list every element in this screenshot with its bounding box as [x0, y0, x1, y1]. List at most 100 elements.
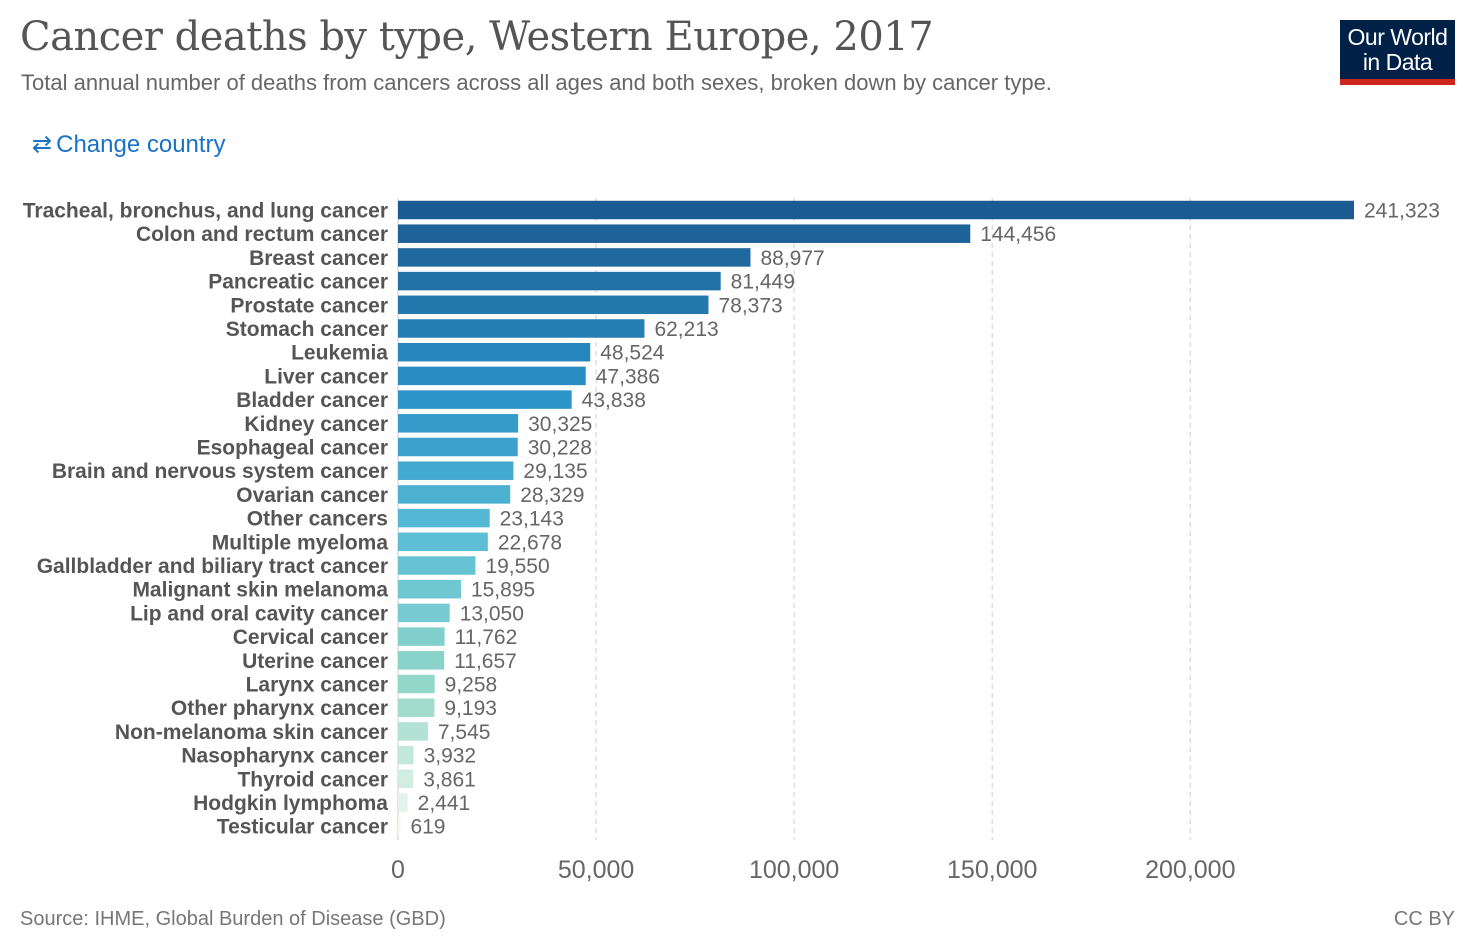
bar[interactable] — [398, 390, 572, 409]
value-label: 9,258 — [445, 674, 498, 697]
bar[interactable] — [398, 532, 488, 552]
x-tick-label: 150,000 — [947, 856, 1037, 884]
bar[interactable] — [398, 271, 721, 291]
value-label: 11,762 — [455, 626, 518, 649]
value-label: 47,386 — [596, 365, 660, 388]
bar[interactable] — [398, 745, 414, 765]
category-label: Multiple myeloma — [212, 531, 389, 554]
category-label: Stomach cancer — [226, 318, 388, 341]
chart-subtitle: Total annual number of deaths from cance… — [21, 70, 1052, 95]
value-label: 22,678 — [498, 531, 562, 554]
value-label: 88,977 — [760, 247, 824, 270]
category-label: Other pharynx cancer — [171, 697, 388, 720]
category-label: Esophageal cancer — [197, 437, 388, 460]
bar[interactable] — [398, 200, 1354, 220]
bar[interactable] — [398, 224, 971, 243]
bar[interactable] — [398, 508, 490, 528]
value-label: 29,135 — [523, 460, 587, 483]
bar[interactable] — [398, 651, 445, 670]
bar[interactable] — [398, 248, 751, 267]
value-label: 15,895 — [471, 579, 535, 602]
category-label: Brain and nervous system cancer — [52, 460, 388, 483]
license-note[interactable]: CC BY — [1393, 908, 1455, 930]
category-label: Cervical cancer — [233, 626, 388, 649]
bar[interactable] — [398, 366, 586, 386]
logo-line-1: Our World — [1347, 24, 1448, 50]
bar[interactable] — [398, 793, 408, 812]
category-label: Pancreatic cancer — [208, 271, 388, 294]
bar[interactable] — [398, 319, 645, 338]
value-label: 19,550 — [485, 555, 549, 578]
swap-arrows-icon: ⇄ — [32, 131, 53, 158]
value-label: 13,050 — [460, 602, 524, 625]
bar[interactable] — [398, 722, 428, 741]
bar[interactable] — [398, 461, 514, 480]
bar[interactable] — [398, 556, 476, 575]
bar[interactable] — [398, 342, 591, 362]
x-axis-ticks: 0 50,000 100,000 150,000 200,000 — [391, 856, 1235, 884]
value-label: 9,193 — [444, 697, 497, 720]
value-label: 241,323 — [1364, 200, 1440, 223]
category-label: Lip and oral cavity cancer — [130, 602, 388, 625]
category-labels: Tracheal, bronchus, and lung cancerColon… — [23, 200, 389, 839]
category-label: Non-melanoma skin cancer — [115, 721, 388, 744]
value-label: 28,329 — [520, 484, 584, 507]
category-label: Gallbladder and biliary tract cancer — [37, 555, 388, 578]
category-label: Uterine cancer — [242, 650, 388, 673]
value-label: 3,932 — [424, 745, 477, 768]
bar[interactable] — [398, 295, 709, 315]
value-label: 11,657 — [454, 650, 517, 673]
category-label: Colon and rectum cancer — [136, 223, 388, 246]
value-label: 3,861 — [423, 768, 476, 791]
category-label: Kidney cancer — [244, 413, 388, 436]
owid-logo[interactable]: Our World in Data — [1340, 20, 1455, 85]
value-label: 78,373 — [718, 294, 782, 317]
x-tick-label: 200,000 — [1145, 856, 1235, 884]
bars — [398, 200, 1354, 836]
bar[interactable] — [398, 579, 461, 599]
category-label: Breast cancer — [249, 247, 388, 270]
logo-line-2: in Data — [1362, 49, 1433, 75]
category-label: Thyroid cancer — [237, 768, 388, 791]
category-label: Testicular cancer — [217, 816, 388, 839]
bar[interactable] — [398, 437, 518, 457]
value-label: 7,545 — [438, 721, 491, 744]
value-label: 48,524 — [600, 342, 665, 365]
value-label: 23,143 — [500, 508, 564, 531]
category-label: Nasopharynx cancer — [181, 745, 388, 768]
bar[interactable] — [398, 816, 401, 836]
bar[interactable] — [398, 603, 450, 623]
bar[interactable] — [398, 674, 435, 694]
category-label: Malignant skin melanoma — [132, 579, 388, 602]
source-note[interactable]: Source: IHME, Global Burden of Disease (… — [20, 908, 446, 930]
x-tick-label: 0 — [391, 856, 405, 884]
change-country-button[interactable]: ⇄ Change country — [32, 131, 226, 159]
chart-title: Cancer deaths by type, Western Europe, 2… — [20, 14, 934, 60]
value-label: 62,213 — [654, 318, 718, 341]
bar[interactable] — [398, 627, 445, 646]
category-label: Larynx cancer — [246, 674, 388, 697]
x-tick-label: 100,000 — [749, 856, 839, 884]
bar[interactable] — [398, 414, 519, 433]
value-label: 30,228 — [528, 437, 592, 460]
category-label: Hodgkin lymphoma — [193, 792, 388, 815]
value-label: 30,325 — [528, 413, 592, 436]
category-label: Other cancers — [247, 508, 388, 531]
value-label: 2,441 — [418, 792, 471, 815]
category-label: Leukemia — [291, 342, 388, 365]
category-label: Tracheal, bronchus, and lung cancer — [23, 200, 388, 223]
category-label: Liver cancer — [264, 365, 388, 388]
category-label: Ovarian cancer — [236, 484, 388, 507]
category-label: Prostate cancer — [230, 294, 388, 317]
category-label: Bladder cancer — [236, 389, 388, 412]
x-tick-label: 50,000 — [558, 856, 634, 884]
value-label: 144,456 — [980, 223, 1056, 246]
bar[interactable] — [398, 698, 435, 717]
bar[interactable] — [398, 485, 511, 504]
value-labels: 241,323 144,456 88,97781,44978,37362,21348… — [410, 200, 1439, 839]
bar[interactable] — [398, 769, 414, 789]
value-label: 43,838 — [582, 389, 646, 412]
value-label: 81,449 — [731, 271, 795, 294]
change-country-label: Change country — [56, 131, 226, 158]
